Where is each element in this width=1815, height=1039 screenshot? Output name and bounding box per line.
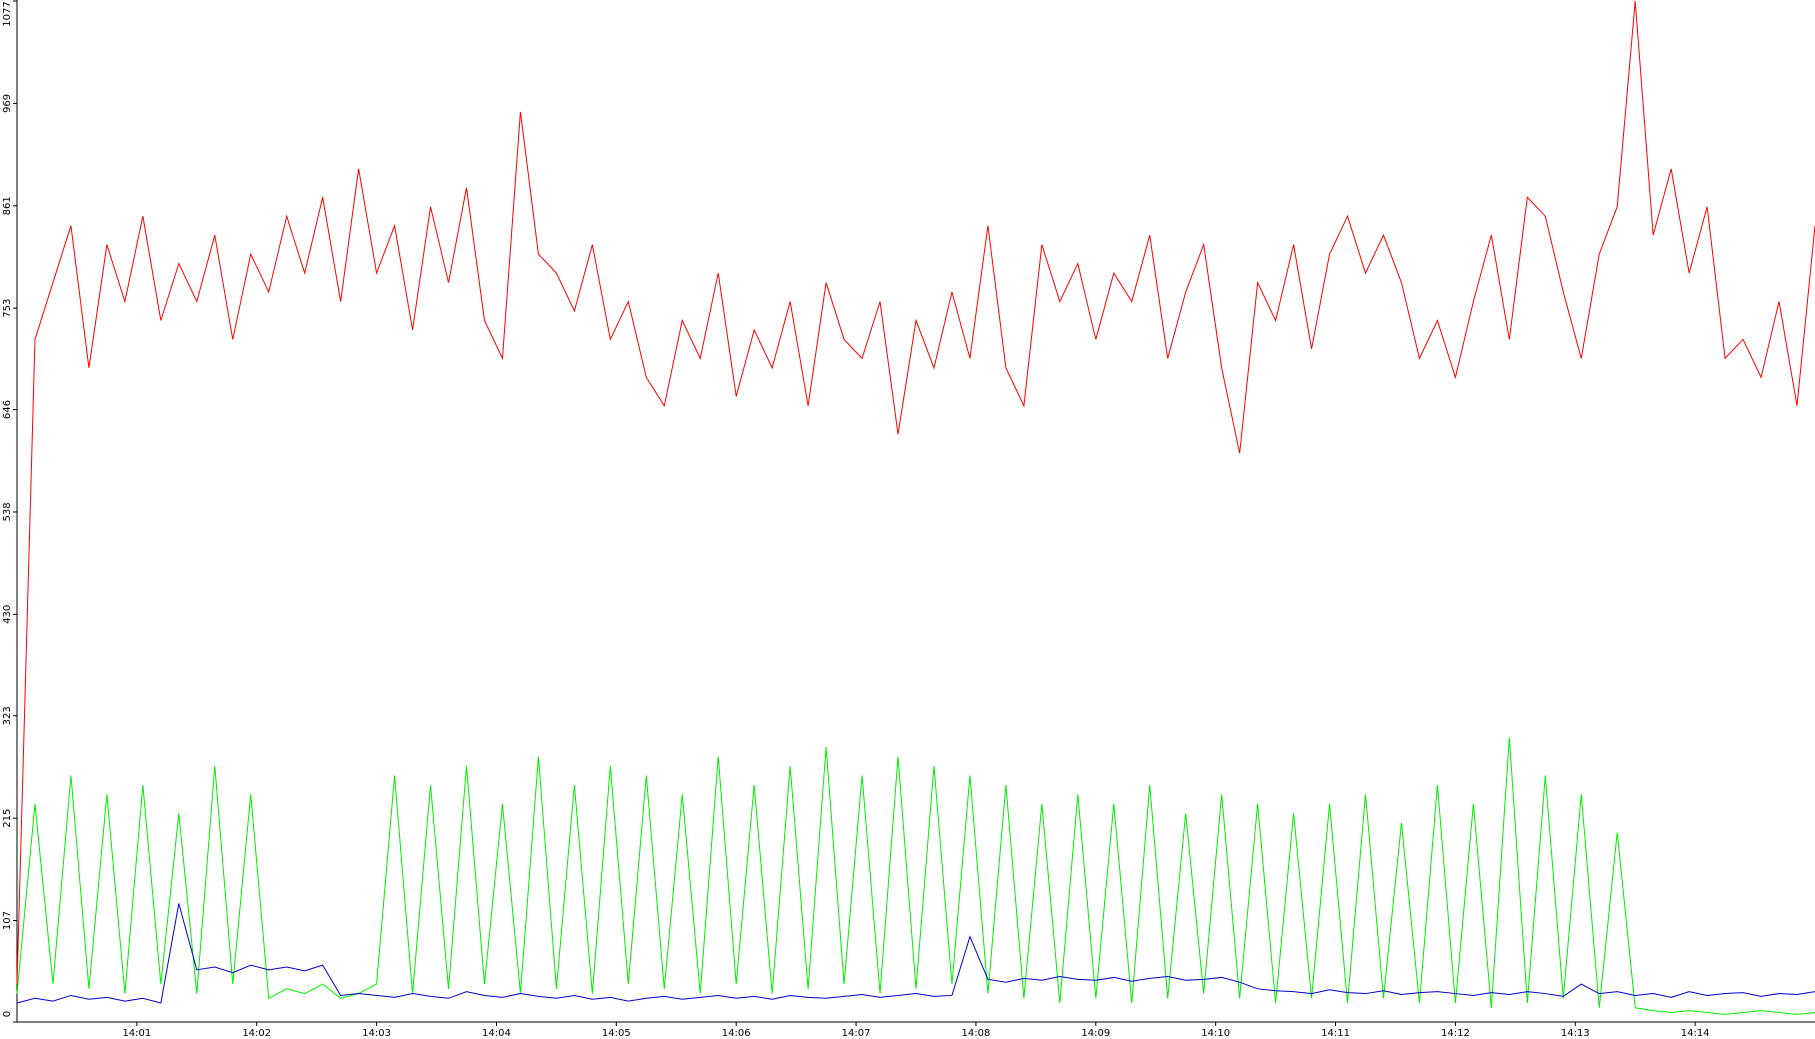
- series-line: [16, 0, 1815, 985]
- x-tick-label: 14:08: [962, 1028, 991, 1039]
- x-tick-label: 14:01: [122, 1028, 151, 1039]
- x-tick-label: 14:14: [1681, 1028, 1710, 1039]
- series-line: [16, 903, 1815, 1004]
- y-tick-label: 861: [2, 196, 13, 215]
- y-tick-label: 538: [2, 502, 13, 521]
- x-tick-label: 14:11: [1321, 1028, 1350, 1039]
- y-tick-label: 753: [2, 299, 13, 318]
- x-tick-label: 14:13: [1561, 1028, 1590, 1039]
- y-tick-label: 1077: [2, 1, 13, 26]
- y-tick-label: 323: [2, 706, 13, 725]
- series-line: [16, 737, 1815, 1015]
- x-tick-label: 14:02: [242, 1028, 271, 1039]
- x-tick-label: 14:05: [602, 1028, 631, 1039]
- y-tick-label: 430: [2, 605, 13, 624]
- x-tick-label: 14:12: [1441, 1028, 1470, 1039]
- x-tick-label: 14:03: [362, 1028, 391, 1039]
- x-tick-label: 14:06: [722, 1028, 751, 1039]
- x-tick-label: 14:09: [1081, 1028, 1110, 1039]
- x-tick-label: 14:04: [482, 1028, 511, 1039]
- y-tick-label: 215: [2, 809, 13, 828]
- x-tick-label: 14:07: [842, 1028, 871, 1039]
- y-tick-label: 646: [2, 400, 13, 419]
- y-tick-label: 107: [2, 911, 13, 930]
- y-tick-label: 969: [2, 94, 13, 113]
- x-tick-label: 14:10: [1201, 1028, 1230, 1039]
- y-tick-label: 0: [2, 1011, 13, 1017]
